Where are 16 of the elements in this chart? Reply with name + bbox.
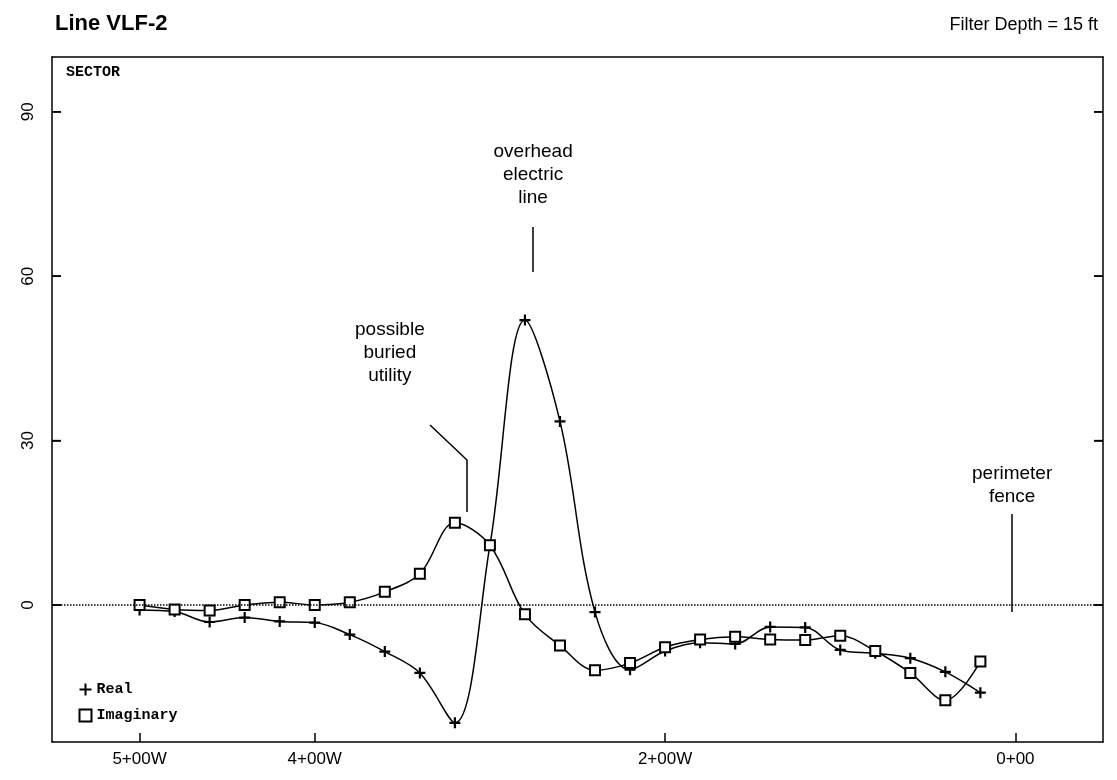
text: SECTOR [66, 64, 121, 81]
x-tick-label: 4+00W [287, 749, 342, 768]
legend-label: Real [96, 681, 133, 698]
y-tick-label: 0 [18, 600, 37, 610]
annotation: perimeter fence [972, 462, 1053, 508]
annotation: overhead electric line [493, 140, 573, 209]
legend-label: Imaginary [96, 707, 178, 724]
chart-subtitle: Filter Depth = 15 ft [949, 14, 1099, 34]
x-tick-label: 5+00W [112, 749, 167, 768]
y-tick-label: 30 [18, 431, 37, 451]
annotation: possible buried utility [355, 318, 425, 387]
x-tick-label: 0+00 [996, 749, 1035, 768]
y-tick-label: 90 [18, 102, 37, 122]
chart-title: Line VLF-2 [55, 9, 168, 35]
y-tick-label: 60 [18, 266, 37, 286]
x-tick-label: 2+00W [637, 749, 693, 768]
